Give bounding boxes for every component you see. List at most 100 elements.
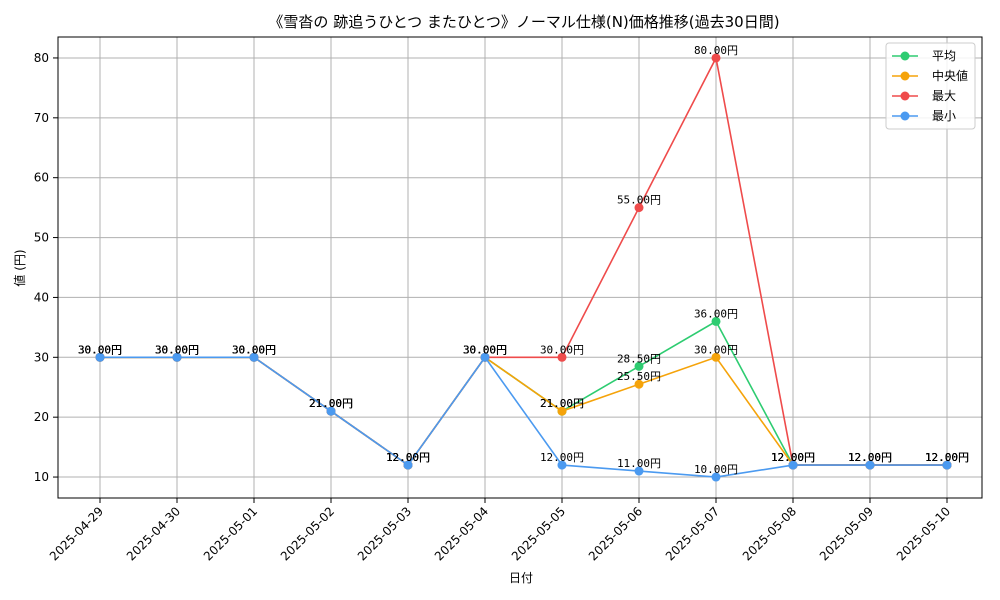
x-tick-label: 2025-05-04 <box>432 504 491 563</box>
plot-frame <box>57 36 983 499</box>
data-label: 21.00円 <box>309 397 353 410</box>
y-tick-label: 30 <box>34 350 49 364</box>
data-point <box>326 406 336 416</box>
data-label: 21.00円 <box>540 397 584 410</box>
data-label: 30.00円 <box>155 343 199 356</box>
data-point <box>634 466 644 476</box>
y-tick-label: 70 <box>34 111 49 125</box>
data-label: 12.00円 <box>925 451 969 464</box>
data-point <box>95 352 105 362</box>
data-label: 12.00円 <box>386 451 430 464</box>
data-label: 30.00円 <box>155 343 199 356</box>
x-tick-label: 2025-04-30 <box>124 504 183 563</box>
x-tick-label: 2025-05-08 <box>740 504 799 563</box>
data-point <box>711 352 721 362</box>
data-label: 12.00円 <box>771 451 815 464</box>
series-line-最小 <box>100 355 947 478</box>
x-axis-ticks: 2025-04-29 2025-04-30 2025-05-01 2025-05-02… <box>47 498 953 563</box>
x-tick-label: 2025-05-09 <box>817 504 876 563</box>
data-label: 30.00円 <box>232 343 276 356</box>
legend-swatch-marker <box>900 51 910 61</box>
legend-swatch-marker <box>900 71 910 81</box>
y-tick-label: 10 <box>34 470 49 484</box>
x-tick-label: 2025-05-03 <box>355 504 414 563</box>
data-label: 21.00円 <box>540 397 584 410</box>
data-label: 12.00円 <box>386 451 430 464</box>
x-tick-label: 2025-05-06 <box>586 504 645 563</box>
data-label: 30.00円 <box>78 343 122 356</box>
data-label: 12.00円 <box>848 451 892 464</box>
data-label: 30.00円 <box>155 343 199 356</box>
data-label: 12.00円 <box>925 451 969 464</box>
data-label: 25.50円 <box>617 370 661 383</box>
x-tick-label: 2025-05-01 <box>201 504 260 563</box>
legend-label: 最大 <box>932 89 956 103</box>
data-label: 12.00円 <box>848 451 892 464</box>
data-label: 30.00円 <box>540 343 584 356</box>
y-tick-label: 50 <box>34 231 49 245</box>
data-label: 28.50円 <box>617 352 661 365</box>
y-tick-label: 60 <box>34 171 49 185</box>
data-point <box>557 406 567 416</box>
x-tick-label: 2025-04-29 <box>47 504 106 563</box>
data-label: 55.00円 <box>617 194 661 207</box>
data-label: 30.00円 <box>463 343 507 356</box>
data-label: 12.00円 <box>386 451 430 464</box>
series-line-最大 <box>100 55 947 467</box>
data-label: 12.00円 <box>848 451 892 464</box>
legend-swatch-marker <box>900 111 910 121</box>
data-label: 21.00円 <box>309 397 353 410</box>
data-point <box>172 352 182 362</box>
data-label: 11.00円 <box>617 457 661 470</box>
grid <box>58 37 982 498</box>
x-tick-label: 2025-05-05 <box>509 504 568 563</box>
data-label: 12.00円 <box>925 451 969 464</box>
y-tick-label: 80 <box>34 51 49 65</box>
data-label: 30.00円 <box>232 343 276 356</box>
legend-label: 平均 <box>932 49 956 63</box>
data-label: 12.00円 <box>771 451 815 464</box>
data-label: 12.00円 <box>925 451 969 464</box>
series-layer <box>95 53 952 482</box>
y-tick-label: 20 <box>34 410 49 424</box>
data-label: 80.00円 <box>694 44 738 57</box>
data-label: 30.00円 <box>463 343 507 356</box>
data-point <box>557 460 567 470</box>
data-label: 30.00円 <box>694 343 738 356</box>
data-label: 12.00円 <box>771 451 815 464</box>
data-point <box>634 379 644 389</box>
data-point <box>634 361 644 371</box>
data-label: 12.00円 <box>386 451 430 464</box>
x-tick-label: 2025-05-10 <box>894 504 953 563</box>
y-axis-ticks: 10 20 30 40 50 60 70 80 <box>34 51 58 484</box>
series-line-平均 <box>100 320 947 467</box>
data-point <box>403 460 413 470</box>
x-tick-label: 2025-05-02 <box>278 504 337 563</box>
data-label: 36.00円 <box>694 307 738 320</box>
y-axis-label: 値 (円) <box>12 249 27 286</box>
data-label: 30.00円 <box>463 343 507 356</box>
data-label: 30.00円 <box>232 343 276 356</box>
data-label: 12.00円 <box>848 451 892 464</box>
data-point <box>711 53 721 63</box>
chart-title: 《雪沓の 跡追うひとつ またひとつ》ノーマル仕様(N)価格推移(過去30日間) <box>268 13 779 31</box>
data-label: 21.00円 <box>309 397 353 410</box>
legend-label: 中央値 <box>932 68 968 83</box>
data-point <box>634 203 644 213</box>
y-tick-label: 40 <box>34 290 49 304</box>
data-point <box>942 460 952 470</box>
data-label: 30.00円 <box>463 343 507 356</box>
legend-label: 最小 <box>932 109 956 123</box>
data-label: 10.00円 <box>694 463 738 476</box>
data-label: 21.00円 <box>309 397 353 410</box>
data-point <box>865 460 875 470</box>
data-point <box>711 472 721 482</box>
data-label: 12.00円 <box>540 451 584 464</box>
data-labels: 30.00円 30.00円 30.00円 21.00円 12.00円 30.00円 21.0… <box>78 44 969 476</box>
data-label: 30.00円 <box>232 343 276 356</box>
data-label: 12.00円 <box>771 451 815 464</box>
data-point <box>788 460 798 470</box>
data-label: 30.00円 <box>78 343 122 356</box>
x-tick-label: 2025-05-07 <box>663 504 722 563</box>
